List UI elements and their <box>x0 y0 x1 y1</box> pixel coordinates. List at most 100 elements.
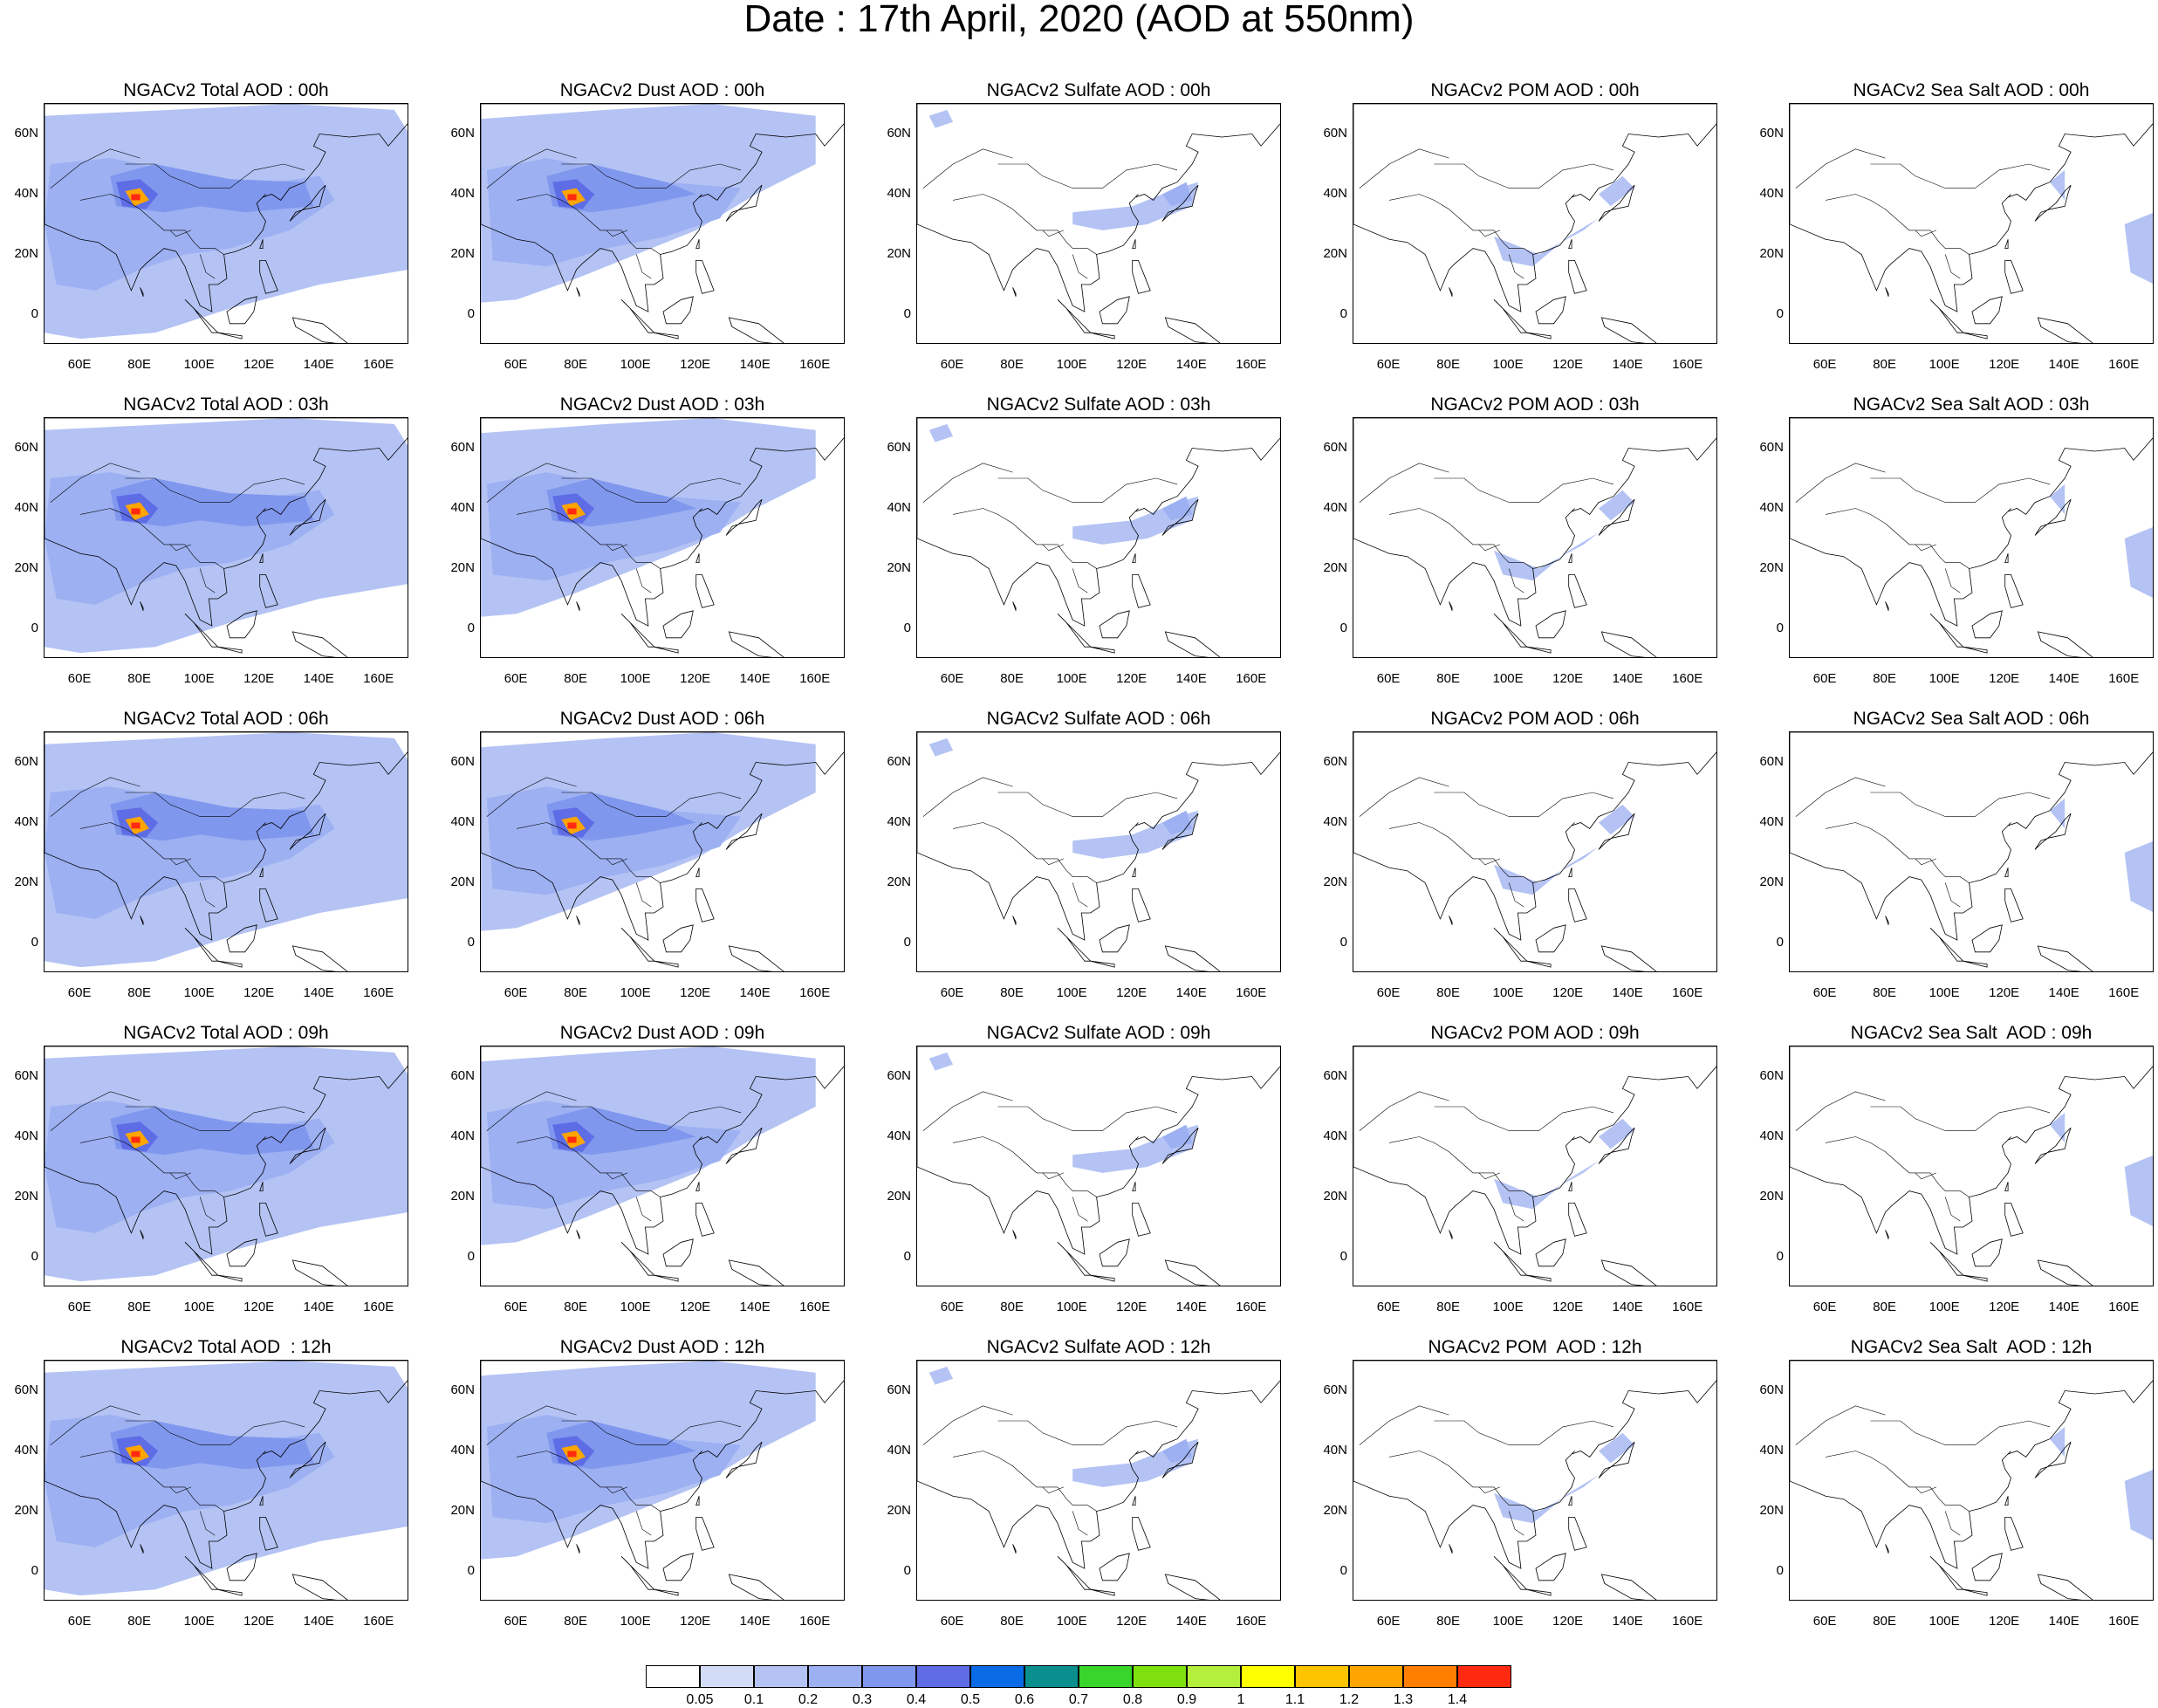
country-border <box>199 254 216 279</box>
colorbar-swatch <box>1079 1665 1133 1688</box>
coastline <box>1598 813 1635 850</box>
colorbar-swatch <box>1295 1665 1349 1688</box>
panel-title: NGACv2 Dust AOD : 03h <box>559 394 765 415</box>
coastline <box>259 260 278 294</box>
country-border <box>997 1420 1178 1445</box>
coastline <box>140 601 144 611</box>
coastline <box>1568 888 1587 923</box>
lat-tick-label: 60N <box>14 439 38 455</box>
country-border <box>169 230 192 237</box>
lon-tick-label: 80E <box>1000 671 1024 686</box>
coastline <box>1493 928 1528 962</box>
lon-tick-label: 120E <box>1552 357 1584 372</box>
lat-tick-label: 20N <box>450 1188 475 1204</box>
coastline <box>1161 813 1199 850</box>
coastline <box>1535 296 1566 325</box>
map-frame <box>44 417 408 658</box>
lon-tick-label: 120E <box>1116 985 1148 1000</box>
map-panel-pom-2: NGACv2 POM AOD : 06h 60N 40N 20N 0 60E 80E 100E… <box>1309 709 1717 1025</box>
lat-tick-label: 20N <box>14 1188 38 1204</box>
map-panel-seasalt-3: NGACv2 Sea Salt AOD : 09h 60N 40N 20N 0 60E 80… <box>1745 1023 2154 1339</box>
coastline <box>917 1361 1280 1569</box>
coastline <box>226 924 257 953</box>
lon-tick-label: 80E <box>564 1300 587 1314</box>
map-canvas <box>481 1046 844 1286</box>
country-border <box>1795 777 1886 817</box>
aod-contour-fill <box>1162 182 1193 207</box>
map-frame <box>1789 103 2154 344</box>
lon-tick-label: 140E <box>739 1614 771 1629</box>
lon-tick-label: 60E <box>1376 1614 1401 1629</box>
coastline <box>45 1361 408 1569</box>
aod-contour-fill <box>131 1136 140 1143</box>
map-frame <box>44 1046 408 1286</box>
country-border <box>199 882 216 908</box>
country-border <box>1826 508 1970 569</box>
map-panel-seasalt-4: NGACv2 Sea Salt AOD : 12h 60N 40N 20N 0 60E 80… <box>1745 1337 2154 1653</box>
lon-tick-label: 60E <box>1376 985 1401 1000</box>
country-border <box>1042 1486 1065 1494</box>
lon-tick-label: 80E <box>564 985 587 1000</box>
lat-tick-label: 0 <box>903 620 911 635</box>
coastline <box>917 418 1280 627</box>
coastline <box>620 1242 655 1276</box>
aod-contour-fill <box>1162 810 1193 835</box>
colorbar-tick-label: 0.9 <box>1176 1692 1197 1707</box>
lon-tick-label: 60E <box>67 1614 92 1629</box>
lat-tick-label: 60N <box>1323 753 1347 769</box>
map-canvas <box>1353 732 1716 971</box>
country-border <box>125 477 305 503</box>
lat-tick-label: 40N <box>14 1442 38 1458</box>
lon-tick-label: 120E <box>243 357 275 372</box>
lon-tick-label: 160E <box>799 357 831 372</box>
coastline <box>217 646 243 654</box>
map-canvas <box>45 1361 408 1600</box>
lat-tick-label: 0 <box>1776 305 1784 321</box>
coastline <box>2034 498 2072 536</box>
colorbar-swatch <box>646 1665 700 1688</box>
lat-tick-label: 60N <box>14 1067 38 1083</box>
coastline <box>1161 184 1199 222</box>
lon-tick-label: 60E <box>504 1300 528 1314</box>
lat-tick-label: 0 <box>31 934 38 950</box>
coastline <box>1600 945 1657 971</box>
lon-tick-label: 80E <box>127 357 151 372</box>
aod-contour-fill <box>1599 175 1635 207</box>
country-border <box>50 1405 140 1445</box>
lon-tick-label: 120E <box>1989 671 2020 686</box>
coastline <box>1598 498 1635 536</box>
coastline <box>259 553 264 563</box>
lon-tick-label: 160E <box>363 1300 394 1314</box>
lat-tick-label: 20N <box>1759 245 1784 261</box>
lat-tick-label: 0 <box>1339 620 1347 635</box>
lon-tick-label: 60E <box>940 671 964 686</box>
coastline <box>654 1274 679 1282</box>
lat-tick-label: 0 <box>903 934 911 950</box>
lat-tick-label: 0 <box>1776 620 1784 635</box>
country-border <box>922 777 1013 817</box>
panel-title: NGACv2 Sea Salt AOD : 00h <box>1853 80 2090 100</box>
coastline <box>620 928 655 962</box>
country-border <box>517 508 661 569</box>
lat-tick-label: 0 <box>467 305 475 321</box>
lat-tick-label: 40N <box>450 1442 475 1458</box>
country-border <box>997 792 1178 817</box>
coastline <box>2037 1259 2093 1286</box>
coastline <box>917 1046 1280 1255</box>
coastline <box>1012 287 1017 297</box>
map-frame <box>1353 1046 1717 1286</box>
panel-title: NGACv2 Sulfate AOD : 06h <box>986 709 1211 729</box>
lat-tick-label: 0 <box>903 1562 911 1578</box>
coastline <box>481 418 844 627</box>
lat-tick-label: 40N <box>887 185 911 201</box>
country-border <box>1042 1172 1065 1180</box>
country-border <box>1870 477 2051 503</box>
coastline <box>1493 299 1528 333</box>
panel-title: NGACv2 POM AOD : 06h <box>1430 709 1640 729</box>
country-border <box>1508 882 1524 908</box>
lat-tick-label: 60N <box>1323 125 1347 141</box>
country-border <box>1389 508 1533 569</box>
coastline <box>576 1544 580 1554</box>
colorbar-tick-label: 1.3 <box>1393 1692 1414 1707</box>
lon-tick-label: 160E <box>2108 671 2140 686</box>
